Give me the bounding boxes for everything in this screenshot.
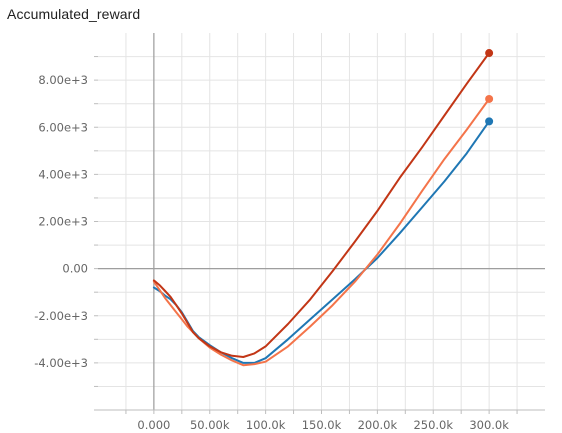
y-tick-label: 0.00	[62, 262, 88, 276]
series-line-run-red	[152, 52, 491, 358]
axes	[98, 33, 545, 411]
x-tick-labels: 0.000 50.00k 100.0k 150.0k 200.0k 250.0k 300.0…	[137, 418, 509, 432]
y-tick-label: 8.00e+3	[38, 73, 88, 87]
series-endpoint-run-blue	[485, 117, 494, 126]
x-tick-label: 300.0k	[469, 418, 509, 432]
x-tick-label: 100.0k	[246, 418, 286, 432]
x-gridlines	[125, 33, 518, 414]
y-tick-label: 2.00e+3	[38, 215, 88, 229]
x-tick-label: 150.0k	[302, 418, 342, 432]
series-lines	[152, 49, 494, 367]
series-line-run-orange	[152, 98, 491, 367]
series-endpoint-run-red	[485, 49, 494, 58]
y-tick-label: 6.00e+3	[38, 120, 88, 134]
chart-title: Accumulated_reward	[7, 6, 141, 22]
y-tick-labels: -4.00e+3 -2.00e+3 0.00 2.00e+3 4.00e+3 6.00e+…	[34, 73, 88, 370]
x-tick-label: 250.0k	[413, 418, 453, 432]
y-tick-label: 4.00e+3	[38, 167, 88, 181]
y-tick-label: -2.00e+3	[34, 309, 88, 323]
series-endpoint-run-orange	[485, 94, 494, 103]
x-tick-label: 0.000	[137, 418, 170, 432]
x-tick-label: 200.0k	[358, 418, 398, 432]
x-tick-label: 50.00k	[190, 418, 230, 432]
y-tick-label: -4.00e+3	[34, 356, 88, 370]
y-gridlines	[94, 56, 545, 411]
